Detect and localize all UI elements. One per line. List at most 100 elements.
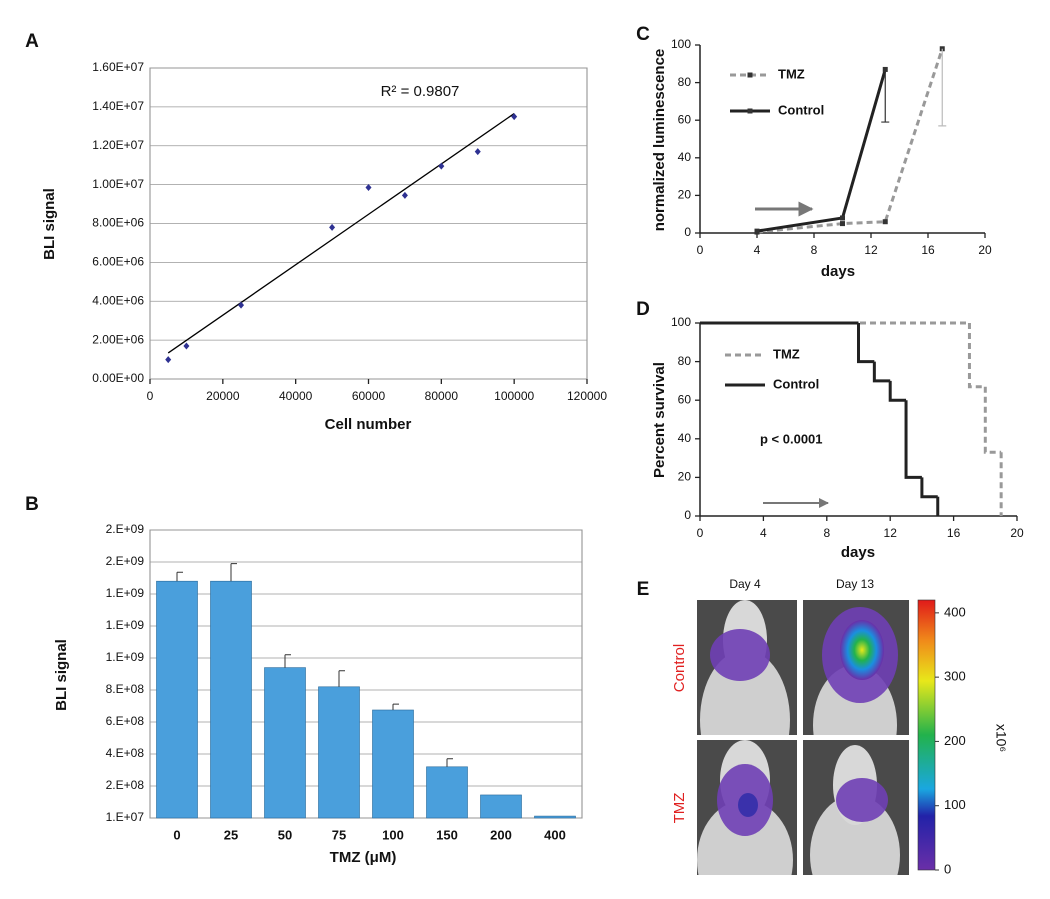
panel-label: D <box>636 299 650 320</box>
colorbar-tick-label: 400 <box>944 604 966 619</box>
y-tick-label: 8.E+08 <box>106 682 145 696</box>
x-tick-label: 60000 <box>352 389 386 403</box>
y-tick-label: 100 <box>671 37 691 51</box>
x-tick-label: 16 <box>921 243 935 257</box>
y-tick-label: 40 <box>678 431 692 445</box>
bar <box>318 686 360 819</box>
marker <box>840 221 845 227</box>
marker <box>754 228 760 234</box>
x-axis-title: TMZ (μM) <box>330 849 397 866</box>
point <box>511 113 518 121</box>
x-tick-label: 120000 <box>567 389 607 403</box>
point <box>238 301 245 309</box>
x-tick-label: 0 <box>147 389 154 403</box>
legend-marker <box>747 108 753 114</box>
point <box>401 191 408 199</box>
y-tick-label: 1.60E+07 <box>92 60 144 74</box>
y-tick-label: 80 <box>678 75 692 89</box>
y-tick-label: 0.00E+00 <box>92 371 144 385</box>
x-tick-label: 12 <box>864 243 878 257</box>
legend-label: Control <box>778 102 824 117</box>
step-segment <box>904 400 922 479</box>
x-tick-label: 0 <box>173 827 180 842</box>
x-tick-label: 20 <box>1010 526 1024 540</box>
error-bar <box>392 703 399 710</box>
error-bar <box>446 758 453 767</box>
x-tick-label: 16 <box>947 526 961 540</box>
column-label: Day 13 <box>836 577 874 591</box>
point <box>474 148 481 156</box>
row-label: Control <box>671 644 688 692</box>
step-segment <box>872 361 891 383</box>
y-tick-label: 2.E+09 <box>106 554 145 568</box>
x-tick-label: 40000 <box>279 389 313 403</box>
y-tick-label: 8.00E+06 <box>92 216 144 230</box>
colorbar-title: x10⁶ <box>993 724 1009 752</box>
image-control-day13 <box>803 600 909 735</box>
error-bar <box>338 670 345 687</box>
x-tick-label: 50 <box>278 827 292 842</box>
y-tick-label: 1.20E+07 <box>92 138 144 152</box>
y-tick-label: 80 <box>678 354 692 368</box>
colorbar-tick-label: 100 <box>944 797 966 812</box>
x-tick-label: 400 <box>544 827 566 842</box>
legend-label: TMZ <box>773 346 800 361</box>
x-tick-label: 20000 <box>206 389 240 403</box>
y-tick-label: 1.00E+07 <box>92 177 144 191</box>
x-tick-label: 20 <box>978 243 992 257</box>
legend-label: Control <box>773 376 819 391</box>
y-tick-label: 2.E+09 <box>106 522 145 536</box>
colorbar <box>917 599 936 871</box>
step-segment <box>857 323 875 364</box>
point <box>329 223 336 231</box>
bar <box>210 580 252 819</box>
y-tick-label: 40 <box>678 150 692 164</box>
line <box>756 69 887 233</box>
bar <box>534 815 576 819</box>
trendline <box>167 113 515 354</box>
y-tick-label: 1.E+09 <box>106 650 145 664</box>
panel-label: A <box>25 31 39 52</box>
line <box>756 48 944 234</box>
error-bar <box>938 48 947 127</box>
y-tick-label: 60 <box>678 112 692 126</box>
x-tick-label: 4 <box>760 526 767 540</box>
y-tick-label: 0 <box>684 508 691 522</box>
x-tick-label: 12 <box>884 526 898 540</box>
bar <box>264 667 306 819</box>
row-label: TMZ <box>671 793 688 824</box>
panel-label: C <box>636 24 650 45</box>
error-bar <box>284 654 291 668</box>
legend-marker <box>747 72 753 78</box>
annotation: p < 0.0001 <box>760 431 823 446</box>
x-axis-title: days <box>821 263 855 280</box>
colorbar-tick-label: 200 <box>944 733 966 748</box>
image-tmz-day4 <box>697 740 797 875</box>
y-tick-label: 0 <box>684 225 691 239</box>
y-tick-label: 1.E+09 <box>106 618 145 632</box>
y-axis-title: normalized luminescence <box>651 49 668 232</box>
y-tick-label: 6.00E+06 <box>92 255 144 269</box>
x-tick-label: 75 <box>332 827 346 842</box>
step-segment <box>920 477 938 499</box>
error-bar <box>176 571 183 582</box>
x-tick-label: 100000 <box>494 389 534 403</box>
x-tick-label: 8 <box>823 526 830 540</box>
y-tick-label: 6.E+08 <box>106 714 145 728</box>
y-axis-title: BLI signal <box>53 639 70 711</box>
x-axis-title: Cell number <box>325 416 412 433</box>
image-control-day4 <box>697 600 797 735</box>
x-tick-label: 0 <box>697 243 704 257</box>
bar <box>426 766 468 819</box>
marker <box>840 215 845 221</box>
y-axis-title: Percent survival <box>651 362 668 478</box>
y-tick-label: 1.40E+07 <box>92 99 144 113</box>
colorbar-tick-label: 0 <box>944 861 951 876</box>
y-tick-label: 20 <box>678 470 692 484</box>
y-tick-label: 2.E+08 <box>106 778 145 792</box>
column-label: Day 4 <box>729 577 761 591</box>
legend-label: TMZ <box>778 66 805 81</box>
point <box>438 162 445 170</box>
y-tick-label: 60 <box>678 392 692 406</box>
